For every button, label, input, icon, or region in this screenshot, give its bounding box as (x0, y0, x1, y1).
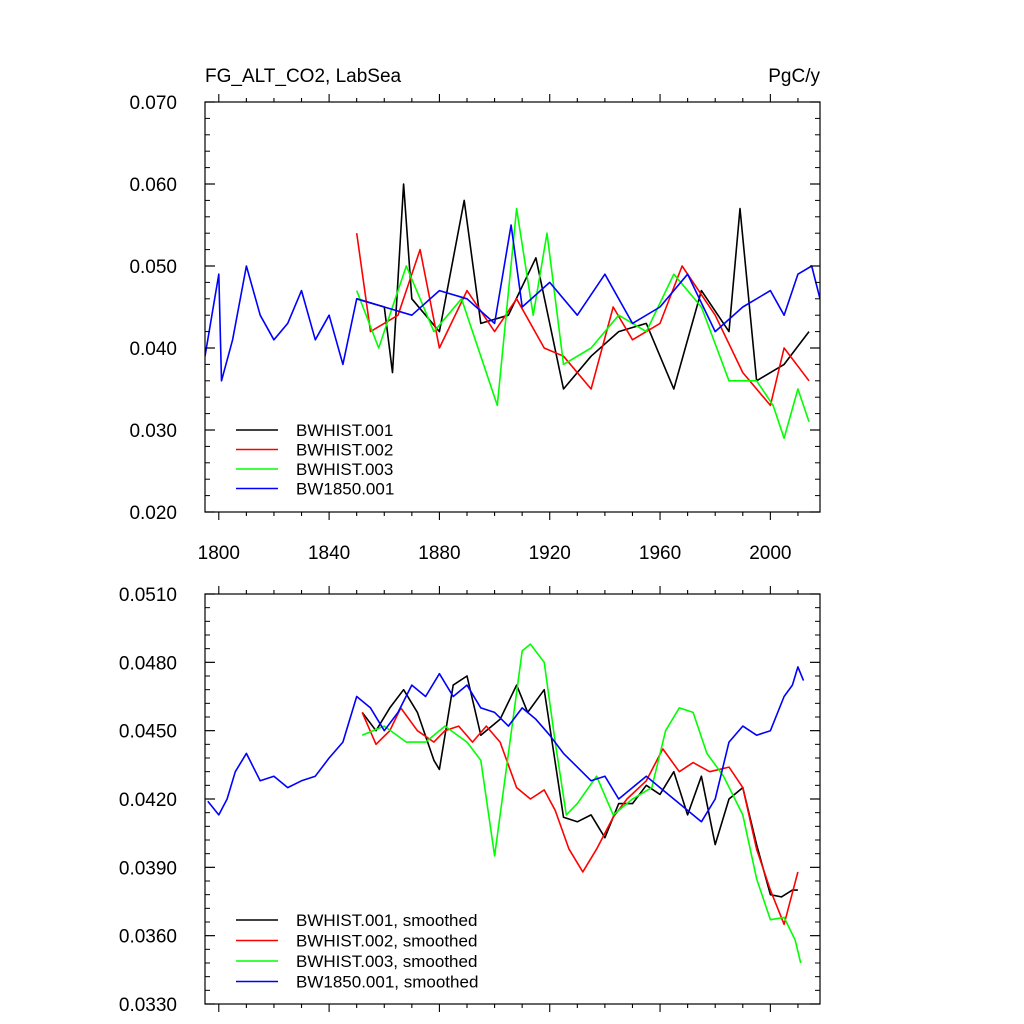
y-tick-label: 0.0480 (119, 653, 177, 674)
y-tick-label: 0.070 (129, 93, 177, 114)
series-line-4 (205, 224, 820, 382)
top-panel: 0.020 0.030 0.040 0.050 0.060 0.070 1800 1840 18… (129, 66, 821, 564)
y-tick-label: 0.060 (129, 175, 177, 196)
legend-label: BWHIST.002, smoothed (296, 932, 477, 951)
series-line-2 (355, 233, 810, 407)
y-tick-label: 0.0510 (119, 585, 177, 606)
x-tick-label: 1880 (418, 543, 460, 564)
x-tick-label: 1960 (639, 543, 681, 564)
legend-label: BW1850.001 (296, 480, 394, 499)
x-tick-label: 2000 (749, 543, 791, 564)
y-tick-label: 0.030 (129, 421, 177, 442)
y-tick-label: 0.020 (129, 503, 177, 524)
legend-label: BWHIST.001 (296, 421, 393, 440)
y-tick-label: 0.0330 (119, 995, 177, 1016)
chart-title: FG_ALT_CO2, LabSea (205, 66, 402, 87)
y-tick-label: 0.0450 (119, 722, 177, 743)
bottom-panel: 0.0330 0.0360 0.0390 0.0420 0.0450 0.0480 0.05… (119, 585, 821, 1016)
y-tick-label: 0.040 (129, 339, 177, 360)
legend-label: BWHIST.001, smoothed (296, 911, 477, 930)
legend-label: BWHIST.003 (296, 460, 393, 479)
y-tick-label: 0.0420 (119, 790, 177, 811)
y-tick-label: 0.0390 (119, 858, 177, 879)
x-tick-label: 1800 (198, 543, 240, 564)
units-label: PgC/y (768, 66, 820, 87)
series-line-1 (361, 675, 798, 898)
series-line-2 (361, 707, 799, 926)
series-line-4 (207, 666, 805, 823)
legend-label: BWHIST.003, smoothed (296, 952, 477, 971)
series-line-3 (355, 207, 810, 440)
plot-frame (204, 101, 821, 513)
series-line-1 (356, 183, 810, 390)
legend-label: BW1850.001, smoothed (296, 973, 478, 992)
y-tick-label: 0.0360 (119, 927, 177, 948)
x-tick-label: 1840 (308, 543, 350, 564)
series-line-3 (361, 643, 802, 964)
x-tick-label: 1920 (529, 543, 571, 564)
legend-label: BWHIST.002 (296, 441, 393, 460)
y-tick-label: 0.050 (129, 257, 177, 278)
